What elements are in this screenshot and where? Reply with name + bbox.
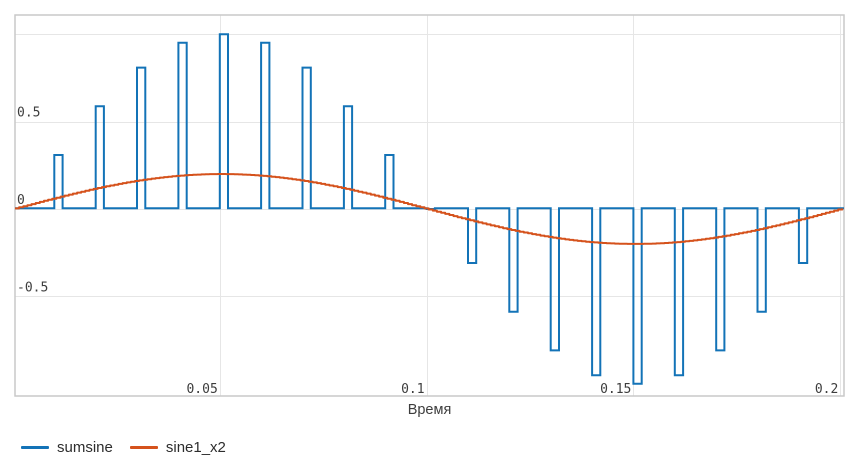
y-tick-label: 0 [17, 193, 25, 208]
x-tick-label: 0.2 [815, 382, 838, 397]
x-tick-label: 0.05 [186, 382, 217, 397]
x-tick-label: 0.15 [600, 382, 631, 397]
x-tick-label: 0.1 [401, 382, 424, 397]
y-tick-label: 0.5 [17, 106, 40, 121]
legend-line-swatch-sine1-x2 [129, 446, 158, 449]
legend-label-sumsine: sumsine [57, 439, 113, 456]
y-tick-label: -0.5 [17, 280, 48, 295]
plot-border [14, 14, 845, 397]
legend-item-sine1-x2[interactable]: sine1_x2 [129, 439, 226, 456]
x-axis-title: Время [407, 402, 452, 418]
plot-area[interactable]: 0.05 0.1 0.15 0.2 0.5 0 -0.5 [0, 0, 853, 430]
legend-line-swatch-sumsine [21, 446, 49, 449]
legend-label-sine1-x2: sine1_x2 [165, 439, 226, 456]
legend-item-sumsine[interactable]: sumsine [21, 439, 113, 456]
legend: sumsine sine1_x2 [21, 439, 226, 456]
series-sine1-x2 [15, 173, 844, 245]
